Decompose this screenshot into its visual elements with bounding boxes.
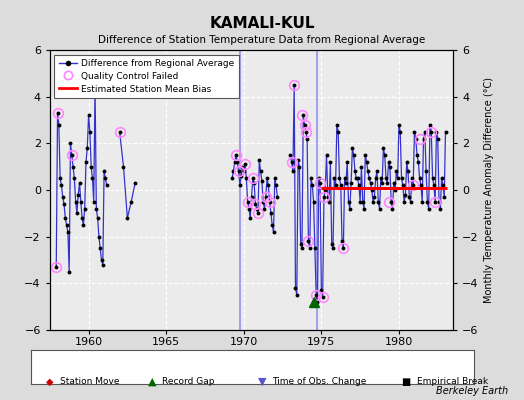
Text: ◆: ◆ (46, 377, 53, 387)
Text: ▼: ▼ (258, 377, 266, 387)
Text: Station Move: Station Move (60, 378, 120, 386)
Y-axis label: Monthly Temperature Anomaly Difference (°C): Monthly Temperature Anomaly Difference (… (484, 77, 494, 303)
Text: ■: ■ (401, 377, 411, 387)
Text: Time of Obs. Change: Time of Obs. Change (272, 378, 367, 386)
Text: Difference of Station Temperature Data from Regional Average: Difference of Station Temperature Data f… (99, 35, 425, 45)
Legend: Difference from Regional Average, Quality Control Failed, Estimated Station Mean: Difference from Regional Average, Qualit… (54, 54, 239, 98)
Text: ▲: ▲ (148, 377, 156, 387)
Text: Empirical Break: Empirical Break (417, 378, 488, 386)
Text: KAMALI-KUL: KAMALI-KUL (209, 16, 315, 32)
Text: Record Gap: Record Gap (162, 378, 215, 386)
Text: Berkeley Earth: Berkeley Earth (436, 386, 508, 396)
